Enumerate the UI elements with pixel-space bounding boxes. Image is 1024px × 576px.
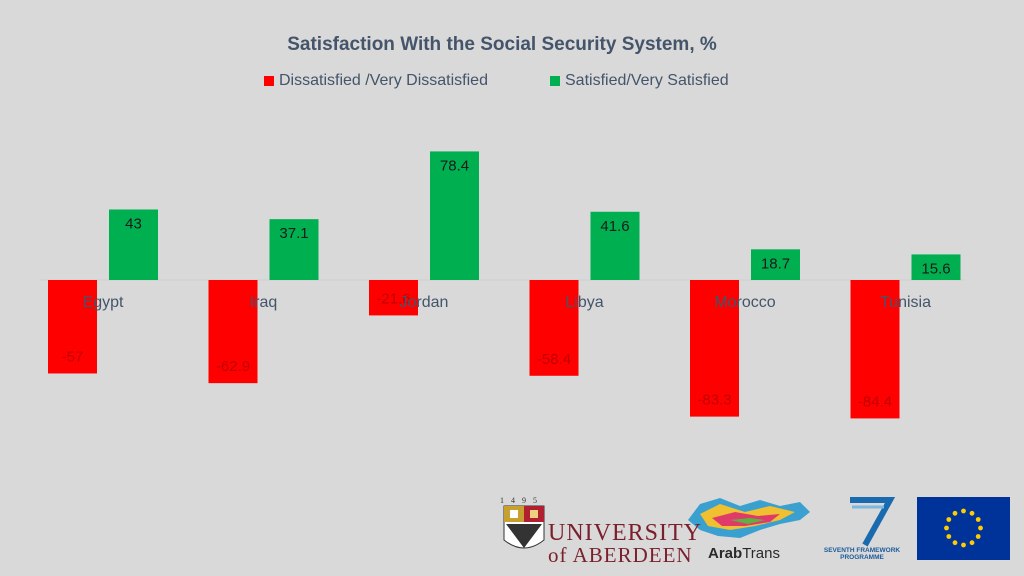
legend-item-dissatisfied: Dissatisfied /Very Dissatisfied — [264, 72, 488, 90]
bar-satisfied-morocco — [751, 249, 800, 280]
chart-title: Satisfaction With the Social Security Sy… — [287, 34, 717, 55]
bar-dissatisfied-tunisia — [850, 280, 900, 419]
bar-satisfied-egypt — [109, 209, 158, 280]
category-label-iraq: Iraq — [250, 294, 278, 311]
bar-dissatisfied-jordan — [369, 280, 418, 316]
bar-satisfied-iraq — [269, 219, 319, 280]
data-label-satisfied-iraq: 37.1 — [279, 225, 308, 242]
data-label-satisfied-morocco: 18.7 — [761, 255, 790, 272]
data-label-dissatisfied-tunisia: -84.4 — [858, 393, 892, 410]
data-label-satisfied-tunisia: 15.6 — [921, 260, 950, 277]
data-label-satisfied-jordan: 78.4 — [440, 157, 469, 174]
category-label-tunisia: Tunisia — [880, 294, 931, 311]
bar-satisfied-tunisia — [911, 254, 961, 280]
category-label-jordan: Jordan — [400, 294, 449, 311]
legend-label-dissatisfied: Dissatisfied /Very Dissatisfied — [279, 72, 488, 89]
bar-satisfied-libya — [590, 211, 640, 280]
data-label-satisfied-libya: 41.6 — [600, 218, 629, 235]
legend-label-satisfied: Satisfied/Very Satisfied — [565, 72, 729, 89]
bar-satisfied-jordan — [430, 151, 479, 280]
legend-swatch-dissatisfied — [264, 76, 274, 86]
bar-dissatisfied-egypt — [48, 280, 97, 374]
data-label-dissatisfied-morocco: -83.3 — [697, 392, 731, 409]
legend: Dissatisfied /Very Dissatisfied Satisfie… — [0, 72, 1024, 92]
legend-swatch-satisfied — [550, 76, 560, 86]
bar-dissatisfied-iraq — [208, 280, 258, 384]
legend-item-satisfied: Satisfied/Very Satisfied — [550, 72, 729, 90]
category-label-morocco: Morocco — [714, 294, 775, 311]
category-label-egypt: Egypt — [83, 294, 124, 311]
data-label-satisfied-egypt: 43 — [125, 215, 142, 232]
category-label-libya: Libya — [565, 294, 603, 311]
bar-dissatisfied-libya — [529, 280, 579, 376]
data-label-dissatisfied-libya: -58.4 — [537, 351, 571, 368]
data-label-dissatisfied-iraq: -62.9 — [216, 358, 250, 375]
bar-dissatisfied-morocco — [690, 280, 739, 417]
data-label-dissatisfied-egypt: -57 — [62, 348, 84, 365]
data-label-dissatisfied-jordan: -21.6 — [376, 290, 410, 307]
